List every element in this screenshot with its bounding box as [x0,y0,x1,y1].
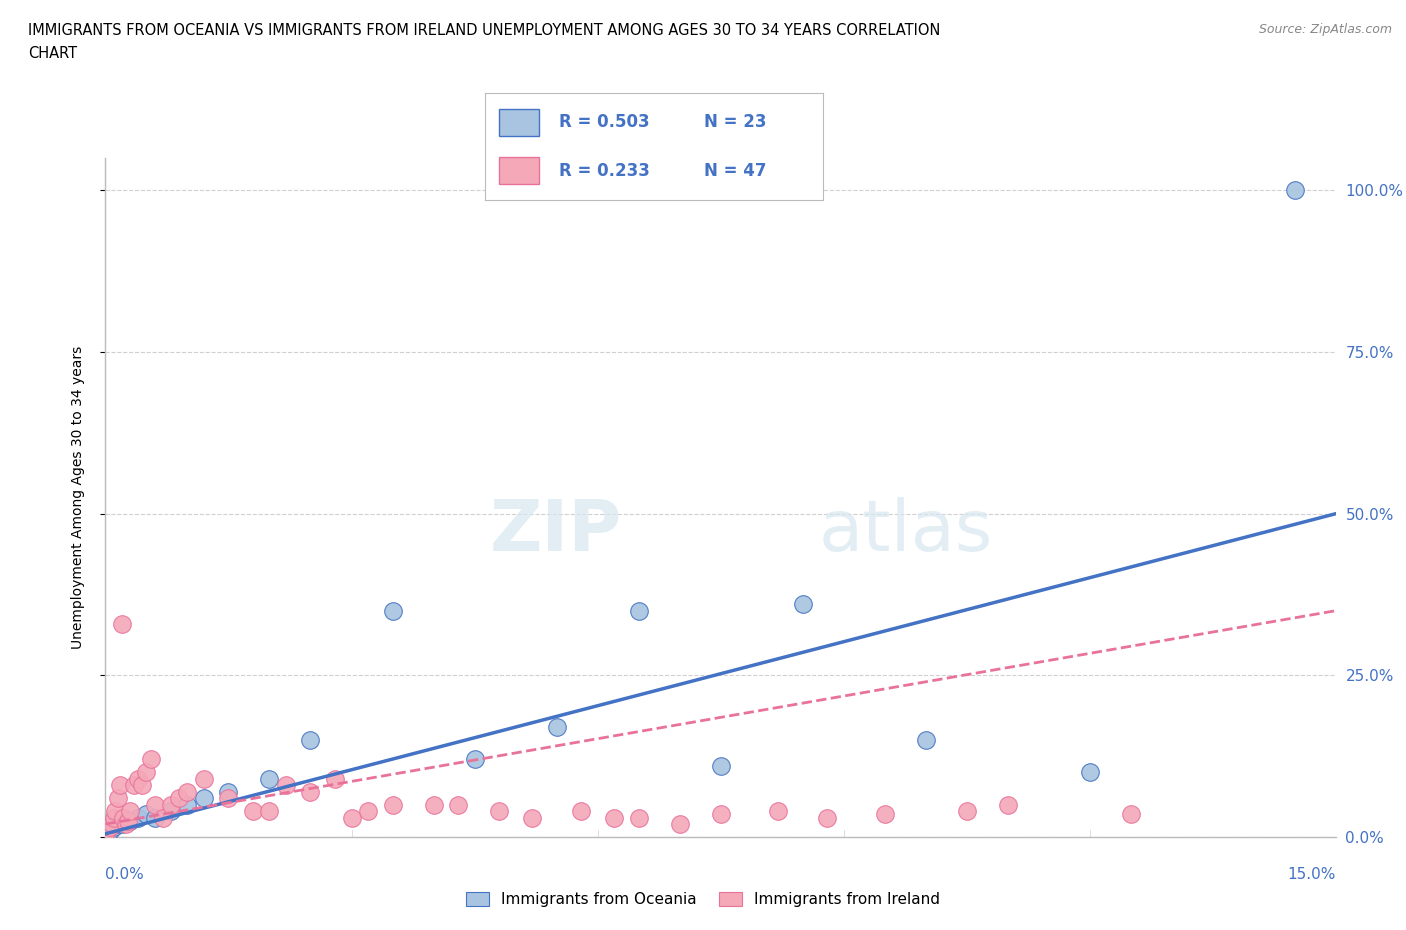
Point [447,797,470,812]
Point [131,777,153,792]
Point [259,771,281,786]
Point [1078,764,1101,779]
Point [357,804,380,818]
Point [98,820,121,835]
Point [101,817,124,831]
Point [274,777,297,792]
Point [766,804,789,818]
Point [569,804,592,818]
Point [873,807,896,822]
Point [792,597,814,612]
Text: 15.0%: 15.0% [1288,867,1336,882]
Point [98,823,121,838]
Point [110,777,132,792]
Point [299,733,322,748]
Point [103,820,125,835]
Text: N = 47: N = 47 [704,162,766,179]
Point [381,604,404,618]
Text: IMMIGRANTS FROM OCEANIA VS IMMIGRANTS FROM IRELAND UNEMPLOYMENT AMONG AGES 30 TO: IMMIGRANTS FROM OCEANIA VS IMMIGRANTS FR… [28,23,941,38]
Point [242,804,264,818]
Point [815,810,838,825]
Point [143,810,166,825]
Point [668,817,690,831]
Point [323,771,346,786]
Text: atlas: atlas [818,497,994,566]
Text: ZIP: ZIP [489,497,621,566]
Point [627,604,650,618]
Point [956,804,979,818]
Text: R = 0.503: R = 0.503 [560,113,650,131]
Point [152,810,174,825]
Point [603,810,626,825]
Point [107,817,129,831]
Y-axis label: Unemployment Among Ages 30 to 34 years: Unemployment Among Ages 30 to 34 years [70,346,84,649]
Point [143,797,166,812]
Point [1284,183,1306,198]
Point [259,804,281,818]
Point [104,804,127,818]
Point [1119,807,1142,822]
Point [193,771,215,786]
Point [488,804,510,818]
Point [710,759,733,774]
Point [340,810,363,825]
Point [111,617,134,631]
Bar [499,157,538,184]
Point [299,784,322,799]
Point [176,797,198,812]
Point [135,764,157,779]
Point [710,807,733,822]
Point [193,790,215,805]
Point [218,790,240,805]
Point [160,797,183,812]
Point [117,814,139,829]
Point [627,810,650,825]
Point [127,771,149,786]
Point [218,784,240,799]
Text: CHART: CHART [28,46,77,61]
Point [422,797,444,812]
Point [997,797,1019,812]
Point [115,817,138,831]
Text: Source: ZipAtlas.com: Source: ZipAtlas.com [1258,23,1392,36]
Point [464,752,486,767]
Point [176,784,198,799]
Text: R = 0.233: R = 0.233 [560,162,650,179]
Point [135,807,157,822]
Point [107,790,129,805]
Point [120,814,141,829]
Point [160,804,183,818]
Text: 0.0%: 0.0% [105,867,145,882]
Point [111,817,134,831]
Point [914,733,936,748]
Point [139,752,162,767]
Bar [499,109,538,136]
Point [546,720,568,735]
Point [381,797,404,812]
Point [120,804,141,818]
Point [112,810,135,825]
Point [96,823,118,838]
Point [520,810,543,825]
Point [122,777,145,792]
Point [169,790,191,805]
Point [103,810,125,825]
Legend: Immigrants from Oceania, Immigrants from Ireland: Immigrants from Oceania, Immigrants from… [460,885,946,913]
Point [127,810,149,825]
Text: N = 23: N = 23 [704,113,766,131]
